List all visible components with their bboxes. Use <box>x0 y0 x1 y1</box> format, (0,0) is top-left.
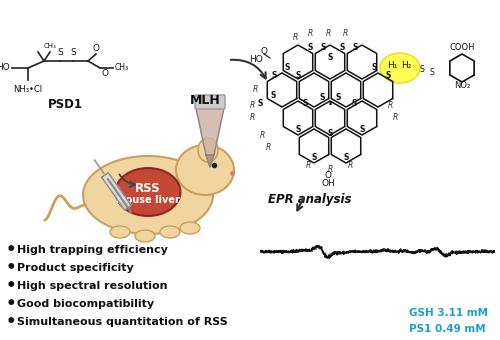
Text: High trapping efficiency: High trapping efficiency <box>17 245 168 255</box>
Text: S: S <box>296 70 300 80</box>
Text: O: O <box>324 170 332 180</box>
Text: High spectral resolution: High spectral resolution <box>17 281 168 291</box>
Text: Good biocompatibility: Good biocompatibility <box>17 299 154 309</box>
Text: PSD1: PSD1 <box>48 99 82 112</box>
Text: •: • <box>6 259 16 277</box>
Text: S: S <box>352 42 358 51</box>
Ellipse shape <box>176 145 234 195</box>
Text: Product specificity: Product specificity <box>17 263 134 273</box>
Text: S: S <box>302 100 308 108</box>
Text: CH₃: CH₃ <box>115 64 129 72</box>
Text: OH: OH <box>321 178 335 187</box>
Text: EPR analysis: EPR analysis <box>268 193 352 206</box>
Text: R: R <box>266 143 270 153</box>
Text: •: • <box>6 313 16 331</box>
Text: R: R <box>292 34 298 42</box>
Polygon shape <box>102 173 131 210</box>
Text: MLH: MLH <box>190 94 220 106</box>
Text: •: • <box>6 295 16 313</box>
Text: S: S <box>328 130 332 138</box>
Text: NO₂: NO₂ <box>454 81 470 89</box>
Text: GSH 3.11 mM: GSH 3.11 mM <box>409 308 488 318</box>
Text: R: R <box>252 85 258 95</box>
Text: R: R <box>250 114 254 122</box>
Text: S: S <box>272 70 276 80</box>
Text: R: R <box>308 30 312 38</box>
Ellipse shape <box>180 222 200 234</box>
Text: H₁: H₁ <box>387 61 397 69</box>
Text: S: S <box>386 70 390 80</box>
Text: S: S <box>420 65 424 74</box>
Text: S: S <box>430 68 434 77</box>
Text: O: O <box>92 44 100 53</box>
Text: S: S <box>57 48 63 57</box>
Text: S: S <box>296 125 300 135</box>
Ellipse shape <box>160 226 180 238</box>
Polygon shape <box>196 108 224 155</box>
Text: RSS: RSS <box>135 182 161 194</box>
Text: Mouse liver: Mouse liver <box>116 195 180 205</box>
Text: S: S <box>312 153 316 163</box>
Text: S: S <box>372 64 376 72</box>
Text: R: R <box>306 160 310 170</box>
Text: HO: HO <box>249 55 263 65</box>
Text: S: S <box>258 99 262 107</box>
Text: S: S <box>70 48 76 57</box>
Ellipse shape <box>110 226 130 238</box>
Text: S: S <box>344 153 348 163</box>
Text: R: R <box>250 101 254 109</box>
Text: O: O <box>101 69 108 78</box>
Text: S: S <box>352 100 356 108</box>
Text: S: S <box>270 91 276 101</box>
Text: •: • <box>6 241 16 259</box>
Text: R: R <box>348 160 352 170</box>
Ellipse shape <box>380 53 420 83</box>
Text: COOH: COOH <box>449 44 475 52</box>
Text: S: S <box>284 64 290 72</box>
Text: S: S <box>360 125 364 135</box>
Text: S: S <box>320 92 324 102</box>
Text: S: S <box>328 53 332 63</box>
Text: R: R <box>328 166 332 174</box>
Text: S: S <box>320 42 326 51</box>
Ellipse shape <box>83 156 213 234</box>
Text: S: S <box>336 92 340 102</box>
Text: HO: HO <box>0 64 10 72</box>
Text: R: R <box>388 101 392 109</box>
Text: Simultaneous quantitation of RSS: Simultaneous quantitation of RSS <box>17 317 228 327</box>
Ellipse shape <box>135 230 155 242</box>
Text: CH₃: CH₃ <box>44 43 57 49</box>
Text: •: • <box>6 277 16 295</box>
Polygon shape <box>206 155 214 167</box>
Text: S: S <box>308 42 312 51</box>
Text: R: R <box>342 30 347 38</box>
Text: H₂: H₂ <box>401 61 411 69</box>
Text: PS1 0.49 mM: PS1 0.49 mM <box>409 323 486 334</box>
Text: R: R <box>326 30 330 38</box>
Ellipse shape <box>116 168 180 216</box>
Text: S: S <box>340 42 344 51</box>
FancyBboxPatch shape <box>195 95 225 109</box>
Text: ·: · <box>326 95 334 115</box>
Ellipse shape <box>198 138 218 162</box>
Text: R: R <box>260 131 264 139</box>
Text: O: O <box>260 48 268 56</box>
Text: NH₃•Cl: NH₃•Cl <box>14 85 42 94</box>
Text: R: R <box>392 114 398 122</box>
